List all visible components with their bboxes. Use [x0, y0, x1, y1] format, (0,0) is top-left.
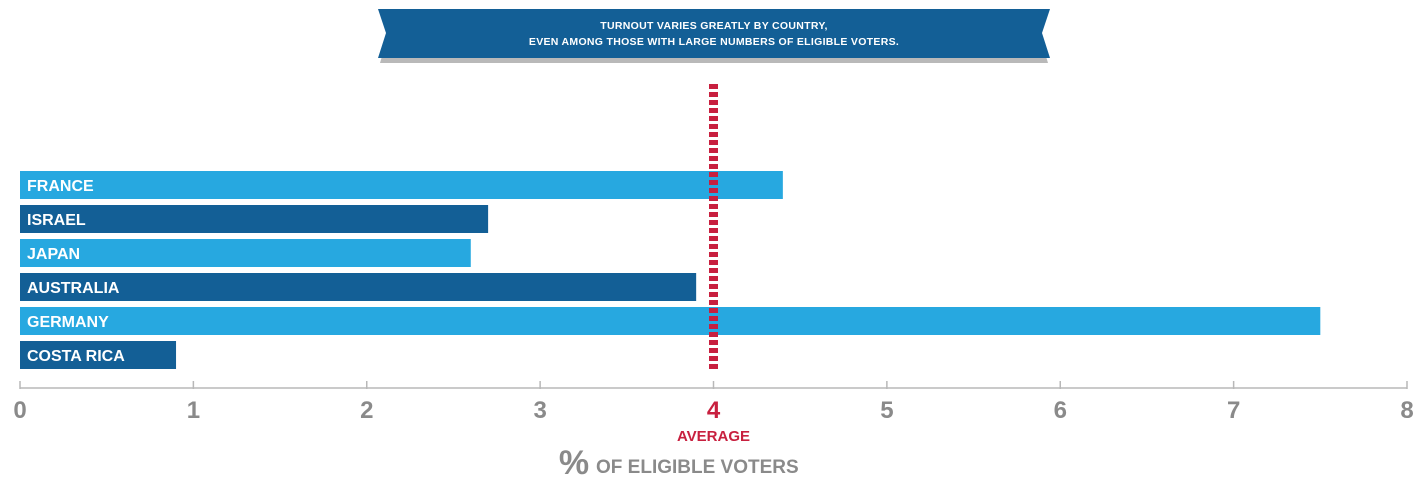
x-tick-label-7: 7: [1227, 397, 1240, 424]
x-axis-title-percent: %: [559, 444, 589, 482]
bar-label-japan: JAPAN: [27, 246, 80, 263]
x-tick-label-8: 8: [1400, 397, 1413, 424]
bar-japan: [20, 239, 471, 267]
x-tick-label-3: 3: [533, 397, 546, 424]
bar-france: [20, 171, 783, 199]
banner-line-2: EVEN AMONG THOSE WITH LARGE NUMBERS OF E…: [529, 36, 899, 48]
bar-label-germany: GERMANY: [27, 314, 109, 331]
bar-costa-rica: [20, 341, 177, 369]
bar-label-costa-rica: COSTA RICA: [27, 348, 125, 365]
x-tick-label-0: 0: [13, 397, 26, 424]
banner-ribbon: [378, 9, 1050, 58]
x-tick-label-2: 2: [360, 397, 373, 424]
bar-germany: [20, 307, 1321, 335]
x-tick-label-6: 6: [1054, 397, 1067, 424]
x-axis: 0 1 2 3 4 5 6 7 8 AVERAGE: [13, 381, 1414, 445]
banner-line-1: TURNOUT VARIES GREATLY BY COUNTRY,: [600, 20, 827, 32]
bar-label-israel: ISRAEL: [27, 212, 86, 229]
bar-label-australia: AUSTRALIA: [27, 280, 120, 297]
average-label: AVERAGE: [677, 428, 750, 445]
bars-group: FRANCE ISRAEL JAPAN AUSTRALIA GERMANY COSTA R…: [20, 171, 1321, 369]
bar-label-france: FRANCE: [27, 178, 94, 195]
title-banner: TURNOUT VARIES GREATLY BY COUNTRY, EVEN …: [378, 9, 1050, 63]
bar-australia: [20, 273, 697, 301]
bar-israel: [20, 205, 489, 233]
x-tick-label-1: 1: [187, 397, 200, 424]
x-axis-title-text: OF ELIGIBLE VOTERS: [596, 457, 799, 478]
x-tick-label-5: 5: [880, 397, 893, 424]
x-axis-title: % OF ELIGIBLE VOTERS: [559, 444, 799, 482]
x-tick-label-4: 4: [707, 397, 721, 424]
